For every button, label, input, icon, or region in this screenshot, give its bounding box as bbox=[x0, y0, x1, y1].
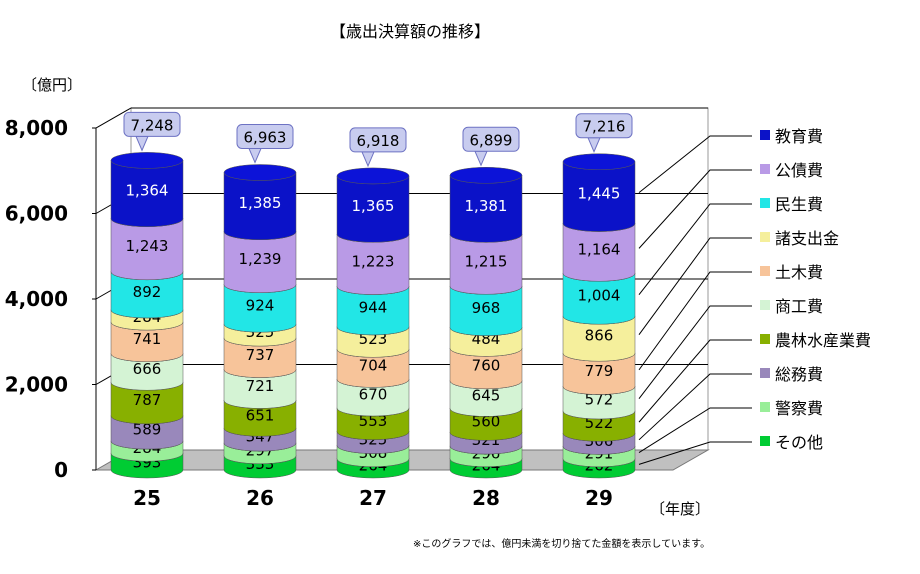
data-label: 589 bbox=[133, 420, 162, 438]
legend-label: 農林水産業費 bbox=[775, 331, 871, 350]
data-label: 968 bbox=[472, 299, 501, 317]
legend-leader-line bbox=[638, 305, 752, 400]
x-tick-label: 29 bbox=[585, 486, 613, 510]
x-tick-label: 27 bbox=[359, 486, 387, 510]
legend-label: 総務費 bbox=[775, 365, 823, 384]
x-tick-label: 25 bbox=[133, 486, 161, 510]
legend-swatch bbox=[760, 334, 770, 344]
data-label: 1,004 bbox=[578, 287, 621, 305]
total-callout bbox=[462, 126, 520, 152]
data-label: 721 bbox=[246, 377, 275, 395]
data-label: 1,364 bbox=[126, 182, 169, 200]
data-label: 1,164 bbox=[578, 240, 621, 258]
data-label: 1,445 bbox=[578, 185, 621, 203]
total-callout bbox=[123, 111, 181, 137]
legend-label: 警察費 bbox=[775, 399, 823, 418]
legend-label: 公債費 bbox=[775, 161, 823, 180]
bar-segment-top bbox=[223, 164, 297, 181]
legend-label: 諸支出金 bbox=[775, 229, 839, 248]
legend-leader-line bbox=[638, 135, 752, 194]
legend-leader-line bbox=[638, 203, 752, 296]
bar-segment-top bbox=[562, 153, 636, 170]
x-axis-unit-label: 〔年度〕 bbox=[650, 500, 711, 518]
data-label: 651 bbox=[246, 406, 275, 424]
total-label: 6,899 bbox=[470, 131, 513, 149]
y-tick-label: 0 bbox=[54, 458, 68, 482]
legend-swatch bbox=[760, 198, 770, 208]
data-label: 1,239 bbox=[239, 250, 282, 268]
legend-label: 民生費 bbox=[775, 195, 823, 214]
data-label: 741 bbox=[133, 330, 162, 348]
y-tick-label: 2,000 bbox=[5, 373, 68, 397]
legend-label: 土木費 bbox=[775, 263, 823, 282]
data-label: 553 bbox=[359, 412, 388, 430]
data-label: 779 bbox=[585, 362, 614, 380]
footnote: ※このグラフでは、億円未満を切り捨てた金額を表示しています。 bbox=[413, 539, 711, 550]
total-callout bbox=[575, 113, 633, 139]
data-label: 670 bbox=[359, 386, 388, 404]
data-label: 737 bbox=[246, 346, 275, 364]
legend-swatch bbox=[760, 368, 770, 378]
bar-segment-top bbox=[336, 167, 410, 185]
legend-leader-line bbox=[638, 271, 752, 371]
gridline-side bbox=[95, 107, 132, 129]
data-label: 892 bbox=[133, 283, 162, 301]
data-label: 924 bbox=[246, 296, 275, 314]
y-tick-label: 4,000 bbox=[5, 287, 68, 311]
total-label: 6,963 bbox=[244, 129, 287, 147]
data-label: 866 bbox=[585, 327, 614, 345]
chart-title: 【歳出決算額の推移】 bbox=[329, 22, 490, 41]
legend-leader-line bbox=[638, 339, 752, 423]
bar-segment-top bbox=[449, 167, 523, 184]
x-tick-label: 26 bbox=[246, 486, 274, 510]
legend-swatch bbox=[760, 130, 770, 140]
data-label: 1,381 bbox=[465, 197, 508, 215]
legend-label: 商工費 bbox=[775, 297, 823, 316]
total-label: 6,918 bbox=[357, 132, 400, 150]
x-tick-label: 28 bbox=[472, 486, 500, 510]
data-label: 560 bbox=[472, 412, 501, 430]
data-label: 666 bbox=[133, 360, 162, 378]
legend-swatch bbox=[760, 232, 770, 242]
data-label: 1,243 bbox=[126, 237, 169, 255]
total-label: 7,216 bbox=[583, 118, 626, 136]
legend-leader-line bbox=[638, 169, 752, 249]
legend-swatch bbox=[760, 300, 770, 310]
legend-leader-line bbox=[638, 407, 752, 454]
legend-leader-line bbox=[638, 373, 752, 441]
legend-swatch bbox=[760, 436, 770, 446]
total-callout bbox=[349, 127, 407, 153]
data-label: 1,385 bbox=[239, 194, 282, 212]
total-callout bbox=[236, 124, 294, 150]
legend-label: 教育費 bbox=[775, 127, 823, 146]
data-label: 704 bbox=[359, 356, 388, 374]
legend-swatch bbox=[760, 266, 770, 276]
data-label: 1,223 bbox=[352, 252, 395, 270]
data-label: 572 bbox=[585, 391, 614, 409]
y-tick-label: 8,000 bbox=[5, 116, 68, 140]
data-label: 1,215 bbox=[465, 252, 508, 270]
total-label: 7,248 bbox=[131, 116, 174, 134]
legend-label: その他 bbox=[775, 433, 823, 452]
data-label: 787 bbox=[133, 391, 162, 409]
bar-segment-top bbox=[110, 152, 184, 169]
y-axis-unit-label: 〔億円〕 bbox=[22, 76, 83, 94]
legend-swatch bbox=[760, 164, 770, 174]
legend-leader-line bbox=[638, 441, 752, 465]
legend-leader-line bbox=[638, 237, 752, 335]
data-label: 1,365 bbox=[352, 197, 395, 215]
data-label: 760 bbox=[472, 357, 501, 375]
y-tick-label: 6,000 bbox=[5, 202, 68, 226]
data-label: 645 bbox=[472, 387, 501, 405]
data-label: 944 bbox=[359, 299, 388, 317]
legend-swatch bbox=[760, 402, 770, 412]
